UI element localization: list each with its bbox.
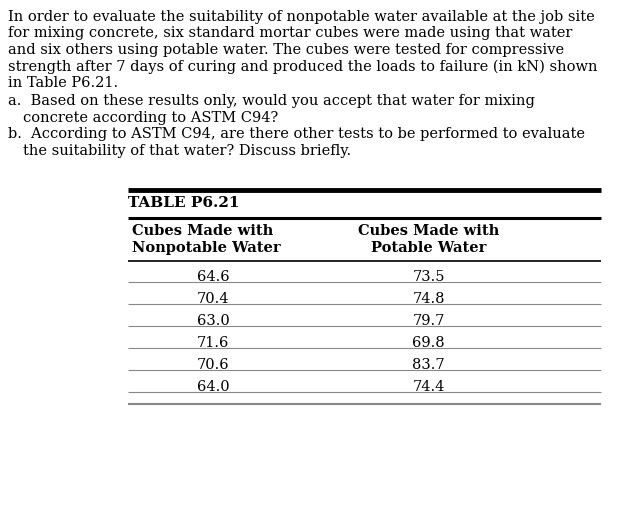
- Text: 64.0: 64.0: [197, 381, 230, 394]
- Text: In order to evaluate the suitability of nonpotable water available at the job si: In order to evaluate the suitability of …: [8, 10, 595, 24]
- Text: 69.8: 69.8: [413, 337, 445, 351]
- Text: 74.8: 74.8: [413, 292, 445, 307]
- Text: 71.6: 71.6: [197, 337, 230, 351]
- Text: Potable Water: Potable Water: [371, 241, 486, 255]
- Text: a.  Based on these results only, would you accept that water for mixing: a. Based on these results only, would yo…: [8, 95, 535, 108]
- Text: in Table P6.21.: in Table P6.21.: [8, 76, 118, 90]
- Text: 79.7: 79.7: [413, 314, 445, 329]
- Text: for mixing concrete, six standard mortar cubes were made using that water: for mixing concrete, six standard mortar…: [8, 27, 572, 40]
- Text: 70.4: 70.4: [197, 292, 230, 307]
- Text: 63.0: 63.0: [197, 314, 230, 329]
- Text: 74.4: 74.4: [413, 381, 445, 394]
- Text: 64.6: 64.6: [197, 270, 230, 285]
- Text: the suitability of that water? Discuss briefly.: the suitability of that water? Discuss b…: [23, 144, 351, 158]
- Text: and six others using potable water. The cubes were tested for compressive: and six others using potable water. The …: [8, 43, 564, 57]
- Text: 70.6: 70.6: [197, 359, 230, 373]
- Text: Nonpotable Water: Nonpotable Water: [132, 241, 281, 255]
- Text: Cubes Made with: Cubes Made with: [132, 224, 274, 239]
- Text: 83.7: 83.7: [413, 359, 445, 373]
- Text: Cubes Made with: Cubes Made with: [358, 224, 500, 239]
- Text: strength after 7 days of curing and produced the loads to failure (in kN) shown: strength after 7 days of curing and prod…: [8, 59, 597, 74]
- Text: concrete according to ASTM C94?: concrete according to ASTM C94?: [23, 111, 278, 125]
- Text: TABLE P6.21: TABLE P6.21: [128, 197, 240, 211]
- Text: b.  According to ASTM C94, are there other tests to be performed to evaluate: b. According to ASTM C94, are there othe…: [8, 128, 585, 142]
- Text: 73.5: 73.5: [413, 270, 445, 285]
